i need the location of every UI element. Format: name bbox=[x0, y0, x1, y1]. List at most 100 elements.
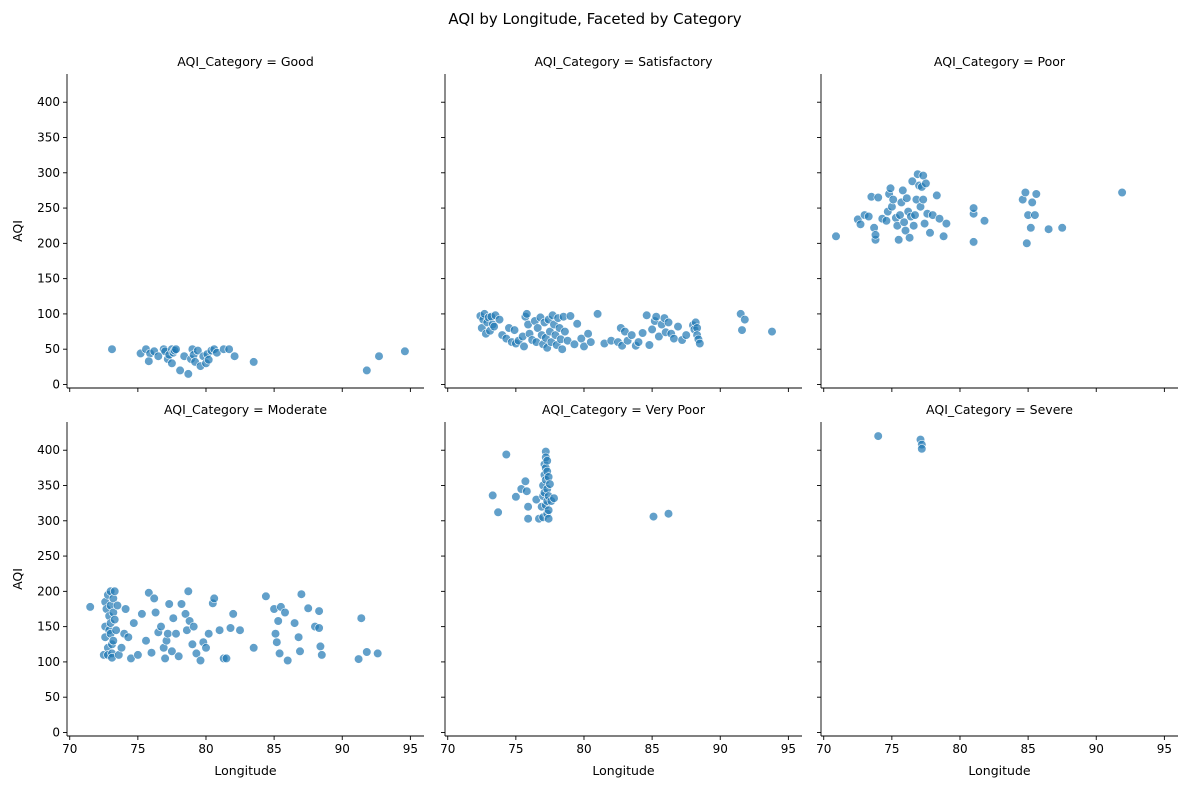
scatter-point bbox=[917, 444, 927, 454]
scatter-point bbox=[569, 339, 580, 349]
scatter-point bbox=[183, 586, 193, 596]
scatter-point bbox=[272, 637, 282, 647]
scatter-point bbox=[895, 210, 905, 220]
scatter-point bbox=[663, 509, 674, 519]
scatter-point bbox=[902, 193, 912, 203]
y-tick-label: 400 bbox=[37, 95, 60, 109]
x-tick-label: 80 bbox=[198, 742, 213, 756]
scatter-point bbox=[767, 327, 777, 337]
scatter-point bbox=[654, 331, 664, 342]
scatter-point bbox=[261, 591, 271, 601]
x-tick-label: 80 bbox=[952, 742, 967, 756]
x-axis-label: Longitude bbox=[214, 763, 276, 778]
scatter-point bbox=[137, 609, 147, 619]
scatter-point bbox=[560, 327, 570, 337]
scatter-point bbox=[201, 643, 211, 653]
scatter-point bbox=[898, 185, 908, 195]
scatter-point bbox=[273, 616, 283, 626]
scatter-point bbox=[557, 344, 567, 354]
scatter-point bbox=[209, 593, 219, 604]
scatter-points bbox=[873, 431, 927, 454]
scatter-point bbox=[907, 176, 917, 186]
scatter-point bbox=[356, 613, 366, 623]
scatter-point bbox=[489, 322, 499, 332]
scatter-point bbox=[855, 219, 866, 229]
scatter-point bbox=[167, 646, 177, 656]
scatter-point bbox=[740, 315, 750, 325]
scatter-point bbox=[85, 602, 95, 612]
scatter-point bbox=[133, 650, 143, 660]
scatter-point bbox=[249, 643, 259, 653]
scatter-point bbox=[925, 228, 935, 238]
scatter-point bbox=[163, 629, 173, 639]
scatter-point bbox=[373, 648, 383, 659]
scatter-point bbox=[899, 217, 909, 227]
scatter-point bbox=[870, 230, 881, 240]
scatter-point bbox=[144, 356, 154, 366]
x-tick-label: 85 bbox=[266, 742, 281, 756]
scatter-points bbox=[831, 169, 1127, 248]
scatter-point bbox=[215, 625, 225, 635]
y-tick-label: 150 bbox=[37, 272, 60, 286]
scatter-point bbox=[586, 337, 596, 347]
y-tick-label: 0 bbox=[52, 725, 60, 739]
scatter-point bbox=[501, 449, 511, 460]
scatter-point bbox=[681, 330, 691, 340]
x-tick-label: 75 bbox=[508, 742, 523, 756]
scatter-point bbox=[934, 214, 945, 224]
y-tick-label: 100 bbox=[37, 307, 60, 321]
scatter-point bbox=[583, 329, 593, 339]
scatter-point bbox=[294, 632, 304, 642]
scatter-point bbox=[362, 365, 372, 376]
scatter-point bbox=[1022, 238, 1032, 248]
facet-panel-2: AQI_Category = Satisfactory bbox=[441, 54, 802, 392]
scatter-point bbox=[488, 490, 498, 501]
x-tick-label: 75 bbox=[884, 742, 899, 756]
scatter-point bbox=[673, 322, 683, 332]
scatter-point bbox=[881, 216, 892, 226]
scatter-point bbox=[592, 309, 603, 319]
scatter-point bbox=[511, 492, 521, 502]
x-tick-label: 90 bbox=[335, 742, 350, 756]
scatter-point bbox=[873, 431, 883, 441]
y-tick-label: 200 bbox=[37, 584, 60, 598]
scatter-point bbox=[1030, 210, 1040, 220]
x-tick-label: 90 bbox=[1089, 742, 1104, 756]
y-tick-label: 350 bbox=[37, 131, 60, 145]
scatter-point bbox=[651, 312, 661, 322]
scatter-point bbox=[918, 171, 928, 181]
scatter-point bbox=[168, 613, 178, 623]
scatter-point bbox=[108, 636, 118, 646]
x-axis-label: Longitude bbox=[592, 763, 654, 778]
scatter-point bbox=[228, 609, 238, 619]
x-tick-label: 85 bbox=[644, 742, 659, 756]
scatter-point bbox=[111, 625, 121, 635]
scatter-point bbox=[910, 210, 920, 220]
scatter-point bbox=[230, 351, 240, 361]
scatter-point bbox=[1027, 197, 1037, 207]
scatter-point bbox=[303, 603, 313, 613]
scatter-point bbox=[275, 648, 285, 659]
facet-title: AQI_Category = Severe bbox=[926, 402, 1073, 417]
scatter-point bbox=[533, 323, 543, 333]
y-tick-label: 250 bbox=[37, 549, 60, 563]
scatter-point bbox=[523, 514, 533, 524]
scatter-point bbox=[669, 334, 679, 344]
scatter-point bbox=[187, 639, 197, 649]
scatter-point bbox=[176, 599, 187, 609]
scatter-point bbox=[888, 195, 898, 205]
chart-title: AQI by Longitude, Faceted by Category bbox=[448, 10, 741, 28]
scatter-point bbox=[193, 346, 203, 356]
scatter-point bbox=[647, 324, 657, 335]
scatter-point bbox=[204, 629, 214, 639]
scatter-point bbox=[314, 623, 324, 633]
scatter-point bbox=[565, 311, 576, 321]
facet-title: AQI_Category = Satisfactory bbox=[534, 54, 713, 69]
scatter-point bbox=[120, 604, 131, 614]
scatter-point bbox=[225, 623, 236, 633]
x-tick-label: 95 bbox=[403, 742, 418, 756]
scatter-point bbox=[919, 219, 930, 229]
scatter-point bbox=[1117, 187, 1127, 198]
scatter-point bbox=[648, 511, 659, 522]
scatter-point bbox=[918, 195, 928, 205]
